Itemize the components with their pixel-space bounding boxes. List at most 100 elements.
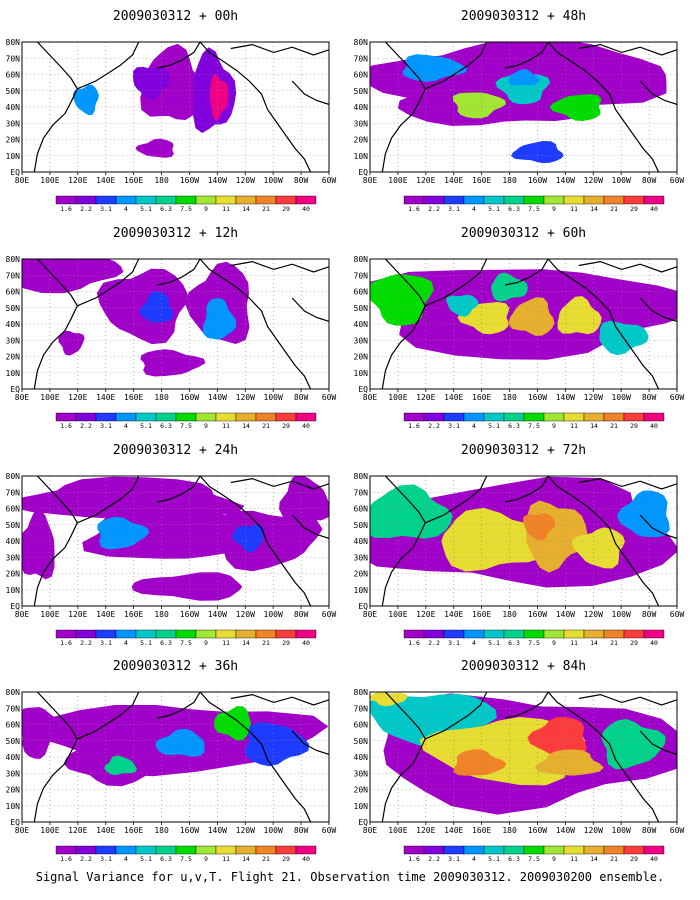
colorbar-swatch xyxy=(55,845,77,855)
lat-tick-label: 20N xyxy=(354,136,369,145)
colorbar-label: 5.1 xyxy=(140,639,152,647)
colorbar-swatch xyxy=(75,412,97,422)
coastline xyxy=(504,42,549,69)
colorbar-swatch xyxy=(95,412,117,422)
variance-contour xyxy=(209,74,229,121)
colorbar-label: 40 xyxy=(650,422,658,430)
colorbar-swatch xyxy=(423,195,445,205)
colorbar-label: 4 xyxy=(124,639,128,647)
lon-tick-label: 160W xyxy=(528,610,547,619)
lon-tick-label: 160W xyxy=(528,393,547,402)
colorbar-label: 14 xyxy=(590,639,598,647)
lon-tick-label: 140W xyxy=(556,826,575,835)
lon-tick-label: 60W xyxy=(670,826,685,835)
colorbar-label: 9 xyxy=(204,205,208,213)
lon-tick-label: 140E xyxy=(444,826,463,835)
colorbar-swatch xyxy=(235,629,257,639)
colorbar-swatch xyxy=(563,845,585,855)
colorbar-swatch xyxy=(215,195,237,205)
lon-tick-label: 80W xyxy=(294,610,309,619)
colorbar-swatch xyxy=(295,629,317,639)
colorbar-swatch xyxy=(543,195,565,205)
lon-tick-label: 120E xyxy=(416,826,435,835)
colorbar-swatch xyxy=(423,412,445,422)
coastline xyxy=(639,297,677,322)
colorbar-label: 5.1 xyxy=(488,205,500,213)
colorbar-label: 2.2 xyxy=(80,422,92,430)
lat-tick-label: 70N xyxy=(354,54,369,63)
colorbar-label: 40 xyxy=(650,855,658,863)
colorbar-label: 3.1 xyxy=(448,639,460,647)
colorbar-label: 7.5 xyxy=(180,639,192,647)
colorbar-label: 21 xyxy=(610,639,618,647)
lat-tick-label: 20N xyxy=(6,353,21,362)
lat-tick-label: 60N xyxy=(6,505,21,514)
colorbar-label: 7.5 xyxy=(180,855,192,863)
coastline xyxy=(381,476,426,606)
lon-tick-label: 80E xyxy=(15,393,30,402)
coastline xyxy=(504,692,549,719)
lon-tick-label: 100W xyxy=(612,393,631,402)
lat-tick-label: 60N xyxy=(354,721,369,730)
map-frame xyxy=(21,691,330,823)
colorbar-label: 9 xyxy=(204,639,208,647)
colorbar-label: 40 xyxy=(302,205,310,213)
colorbar-swatch xyxy=(215,412,237,422)
colorbar-swatch xyxy=(175,845,197,855)
lat-tick-label: 10N xyxy=(6,586,21,595)
variance-contour xyxy=(370,484,453,539)
lon-tick-label: 60W xyxy=(670,610,685,619)
map-panel-60h: 2009030312 + 60h 80E 100E 120E 140E 160E 180 16… xyxy=(354,226,685,430)
coastline xyxy=(33,692,78,822)
colorbar-swatch xyxy=(275,195,297,205)
lon-tick-label: 160E xyxy=(472,826,491,835)
colorbar-swatch xyxy=(75,195,97,205)
colorbar-label: 4 xyxy=(124,422,128,430)
colorbar-label: 29 xyxy=(630,422,638,430)
variance-contour xyxy=(131,572,243,601)
lon-tick-label: 140W xyxy=(208,176,227,185)
lat-tick-label: 10N xyxy=(354,586,369,595)
coastline xyxy=(230,477,329,490)
colorbar-swatch xyxy=(623,629,645,639)
lon-tick-label: 140E xyxy=(96,826,115,835)
colorbar-swatch xyxy=(443,845,465,855)
figure-caption: Signal Variance for u,v,T. Flight 21. Ob… xyxy=(35,870,665,884)
colorbar-swatch xyxy=(583,629,605,639)
lon-tick-label: 180 xyxy=(502,393,517,402)
coastline xyxy=(425,42,488,90)
colorbar-label: 14 xyxy=(242,422,250,430)
coastline xyxy=(291,297,329,322)
colorbar-label: 21 xyxy=(262,639,270,647)
colorbar: 1.6 2.2 3.1 4 5.1 6.3 7.5 9 11 14 21 29 40 xyxy=(403,845,665,863)
colorbar-label: 5.1 xyxy=(140,422,152,430)
coastline xyxy=(156,692,201,719)
lon-tick-label: 160W xyxy=(528,826,547,835)
coastline xyxy=(547,692,660,822)
colorbar-swatch xyxy=(563,412,585,422)
variance-contour xyxy=(104,755,137,775)
colorbar-label: 21 xyxy=(610,422,618,430)
lon-tick-label: 80W xyxy=(294,176,309,185)
lat-tick-label: 10N xyxy=(354,369,369,378)
colorbar-swatch xyxy=(155,195,177,205)
colorbar-swatch xyxy=(503,412,525,422)
lon-tick-label: 80W xyxy=(294,393,309,402)
variance-contour xyxy=(58,330,85,356)
coastline xyxy=(425,259,488,307)
lon-tick-label: 100W xyxy=(612,176,631,185)
colorbar-label: 6.3 xyxy=(508,639,520,647)
colorbar-label: 11 xyxy=(222,422,230,430)
colorbar-swatch xyxy=(215,845,237,855)
lat-tick-label: 10N xyxy=(354,152,369,161)
lon-tick-label: 100E xyxy=(40,826,59,835)
colorbar-swatch xyxy=(75,845,97,855)
colorbar-swatch xyxy=(403,845,425,855)
colorbar-label: 40 xyxy=(650,205,658,213)
map-panel-24h: 2009030312 + 24h 80E 100E 120E 140E 160E 180 16… xyxy=(6,443,337,647)
colorbar-label: 2.2 xyxy=(428,855,440,863)
colorbar-label: 1.6 xyxy=(60,205,72,213)
lat-tick-label: 50N xyxy=(6,87,21,96)
lon-tick-label: 140W xyxy=(556,610,575,619)
